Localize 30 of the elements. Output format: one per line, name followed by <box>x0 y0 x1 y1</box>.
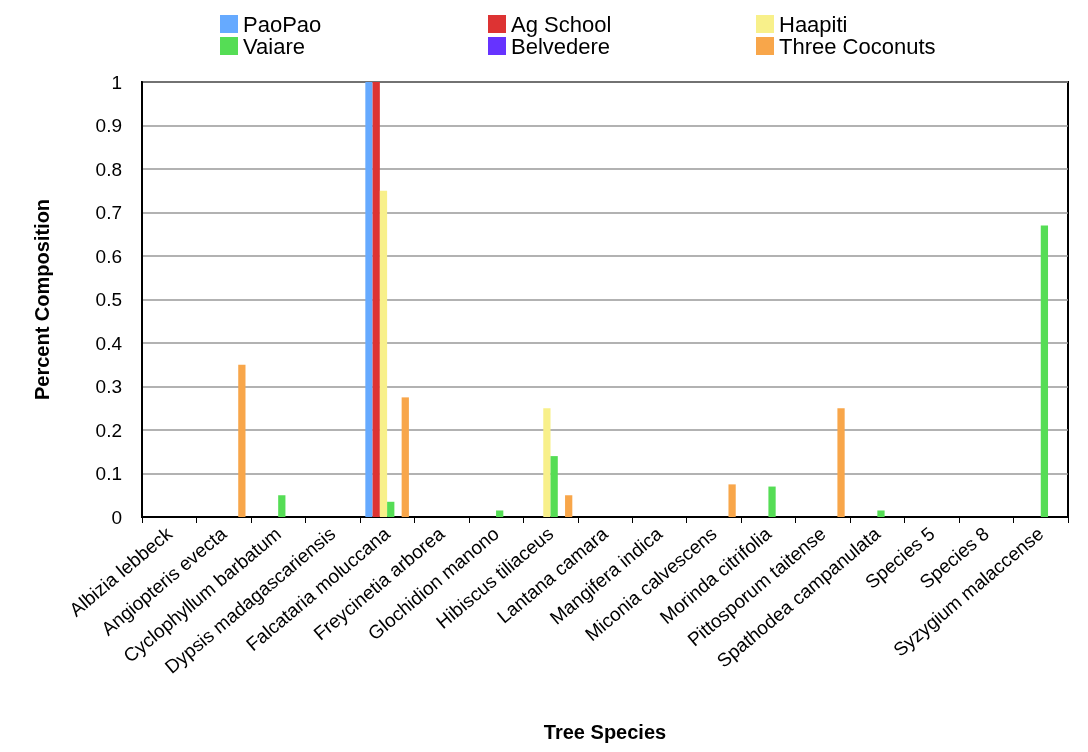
y-tick-label: 0.2 <box>95 419 122 441</box>
y-tick-label: 0.8 <box>95 158 122 180</box>
bar <box>1040 225 1049 517</box>
bar <box>877 510 885 517</box>
y-axis-title: Percent Composition <box>31 198 53 401</box>
y-tick-label: 0.6 <box>95 245 122 267</box>
bar <box>278 495 286 517</box>
y-tick-label: 0.7 <box>95 202 122 223</box>
bar <box>238 364 246 517</box>
legend-label: Haapiti <box>779 11 848 37</box>
bar <box>728 484 736 517</box>
y-tick-label: 1 <box>111 71 122 93</box>
bar <box>496 510 504 517</box>
bar <box>379 190 388 517</box>
y-tick-label: 0.1 <box>95 463 122 484</box>
bar <box>550 456 558 517</box>
bar <box>387 501 395 517</box>
x-axis-title: Tree Species <box>543 721 667 743</box>
y-tick-label: 0.5 <box>95 289 122 310</box>
bar <box>543 408 551 517</box>
y-tick-label: 0.4 <box>95 332 123 354</box>
bar <box>565 495 573 517</box>
y-tick-label: 0.9 <box>95 115 122 136</box>
bar <box>365 82 373 517</box>
y-tick-label: 0.3 <box>95 376 122 397</box>
bar <box>768 486 776 517</box>
bar <box>372 82 380 517</box>
y-tick-label: 0 <box>111 506 122 528</box>
bar <box>837 408 845 517</box>
bar <box>401 397 409 517</box>
